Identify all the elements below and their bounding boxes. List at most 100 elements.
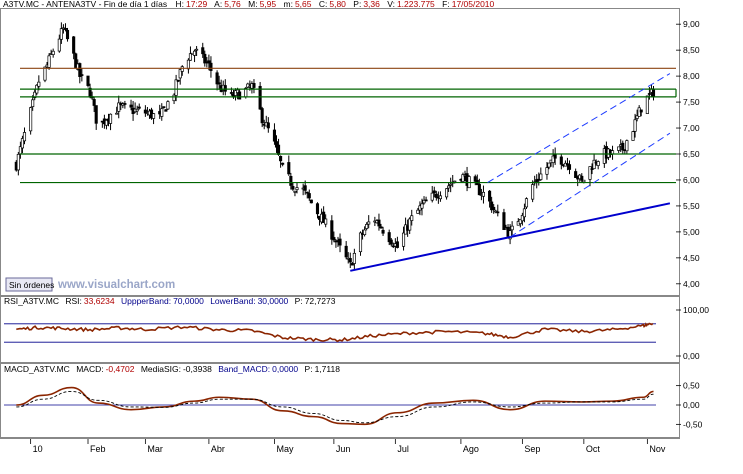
candle-body — [108, 113, 113, 124]
candle-body — [518, 218, 522, 224]
candle-body — [401, 232, 406, 247]
candle-body — [477, 183, 481, 196]
candle-body — [508, 230, 512, 240]
candle-body — [365, 224, 369, 229]
channel-upper-line — [487, 73, 671, 183]
candle-body — [152, 113, 156, 119]
price-axis-label: 5,00 — [683, 227, 700, 237]
candle-body — [65, 29, 70, 40]
a-label: A: — [214, 0, 222, 9]
macd-signal-line — [16, 391, 654, 424]
candle-body — [531, 184, 535, 200]
candle-body — [309, 199, 313, 204]
candle-body — [260, 108, 264, 124]
candle-body — [430, 192, 434, 201]
candle-body — [639, 109, 643, 113]
candle-body — [31, 99, 35, 108]
macd-axis-label: 0,00 — [683, 400, 700, 410]
candle-body — [78, 63, 82, 77]
month-label: Nov — [649, 444, 666, 454]
v-label: V: — [387, 0, 395, 9]
candle-body — [43, 66, 47, 81]
candle-body — [567, 164, 572, 170]
candle-body — [358, 232, 363, 253]
candle-body — [438, 195, 442, 200]
rsi-value: 33,6234 — [84, 296, 115, 306]
candle-body — [16, 153, 20, 171]
symbol-title: A3TV.MC - ANTENA3TV - Fin de día 1 días — [3, 0, 167, 9]
candle-body — [281, 162, 285, 165]
signal-value: -0,3938 — [183, 364, 212, 374]
rsi-panel[interactable] — [0, 296, 680, 363]
macd-p-label: P: — [305, 364, 313, 374]
candle-body — [490, 201, 494, 211]
candle-body — [651, 89, 656, 97]
orders-button-label: Sin órdenes — [9, 280, 54, 290]
candle-body — [47, 55, 51, 68]
candle-body — [215, 72, 219, 85]
candle-body — [461, 174, 465, 182]
f-value: 17/05/2010 — [452, 0, 495, 9]
h-label: H: — [175, 0, 184, 9]
candle-body — [160, 108, 164, 117]
candle-body — [186, 59, 190, 70]
chart-header: A3TV.MC - ANTENA3TV - Fin de día 1 días … — [3, 0, 495, 9]
candle-body — [338, 238, 342, 246]
f-label: F: — [442, 0, 450, 9]
candle-body — [590, 168, 594, 171]
candle-body — [422, 199, 426, 204]
candle-body — [447, 185, 451, 189]
candle-body — [389, 239, 393, 245]
candle-body — [117, 102, 121, 112]
orders-button[interactable] — [5, 277, 53, 292]
candle-body — [137, 106, 141, 109]
candle-body — [94, 105, 98, 124]
candle-body — [432, 190, 436, 194]
macd-panel[interactable] — [0, 363, 680, 438]
candle-body — [582, 179, 586, 183]
candle-body — [37, 81, 41, 87]
candle-body — [277, 144, 281, 155]
watermark: www.visualchart.com — [57, 279, 175, 291]
candle-body — [547, 162, 551, 168]
candle-body — [420, 203, 424, 209]
candle-body — [565, 163, 570, 166]
candle-body — [449, 183, 453, 186]
candle-body — [424, 199, 428, 202]
rsi-p-value: 72,7273 — [305, 296, 336, 306]
candle-body — [57, 38, 61, 52]
candle-body — [633, 119, 637, 132]
month-label: Oct — [586, 444, 601, 454]
c-value: 5,80 — [329, 0, 346, 9]
channel-lower-line — [509, 132, 671, 238]
candle-body — [203, 53, 207, 64]
candle-body — [551, 155, 555, 164]
p-value: 3,36 — [363, 0, 380, 9]
candle-body — [252, 83, 256, 88]
candle-body — [22, 132, 27, 142]
rsi-header: RSI_A3TV.MC RSI: 33,6234 UppperBand: 70,00… — [4, 296, 336, 306]
candle-body — [621, 142, 625, 151]
candle-body — [379, 226, 383, 229]
m-label: M: — [248, 0, 257, 9]
candle-body — [188, 53, 193, 61]
candle-body — [510, 225, 514, 231]
candle-body — [416, 209, 420, 214]
candle-body — [324, 218, 328, 225]
candle-body — [580, 175, 584, 181]
candle-body — [592, 159, 596, 170]
price-panel[interactable] — [0, 8, 680, 296]
candle-body — [174, 79, 178, 96]
macd-name: MACD_A3TV.MC — [4, 364, 70, 374]
candle-body — [233, 90, 238, 96]
candle-body — [115, 112, 119, 115]
candle-body — [20, 138, 24, 149]
candle-body — [303, 185, 307, 191]
upper-band-value: 70,0000 — [173, 296, 204, 306]
candle-body — [367, 221, 371, 225]
candle-body — [166, 101, 170, 110]
candle-body — [51, 50, 55, 55]
m-value: 5,95 — [260, 0, 277, 9]
